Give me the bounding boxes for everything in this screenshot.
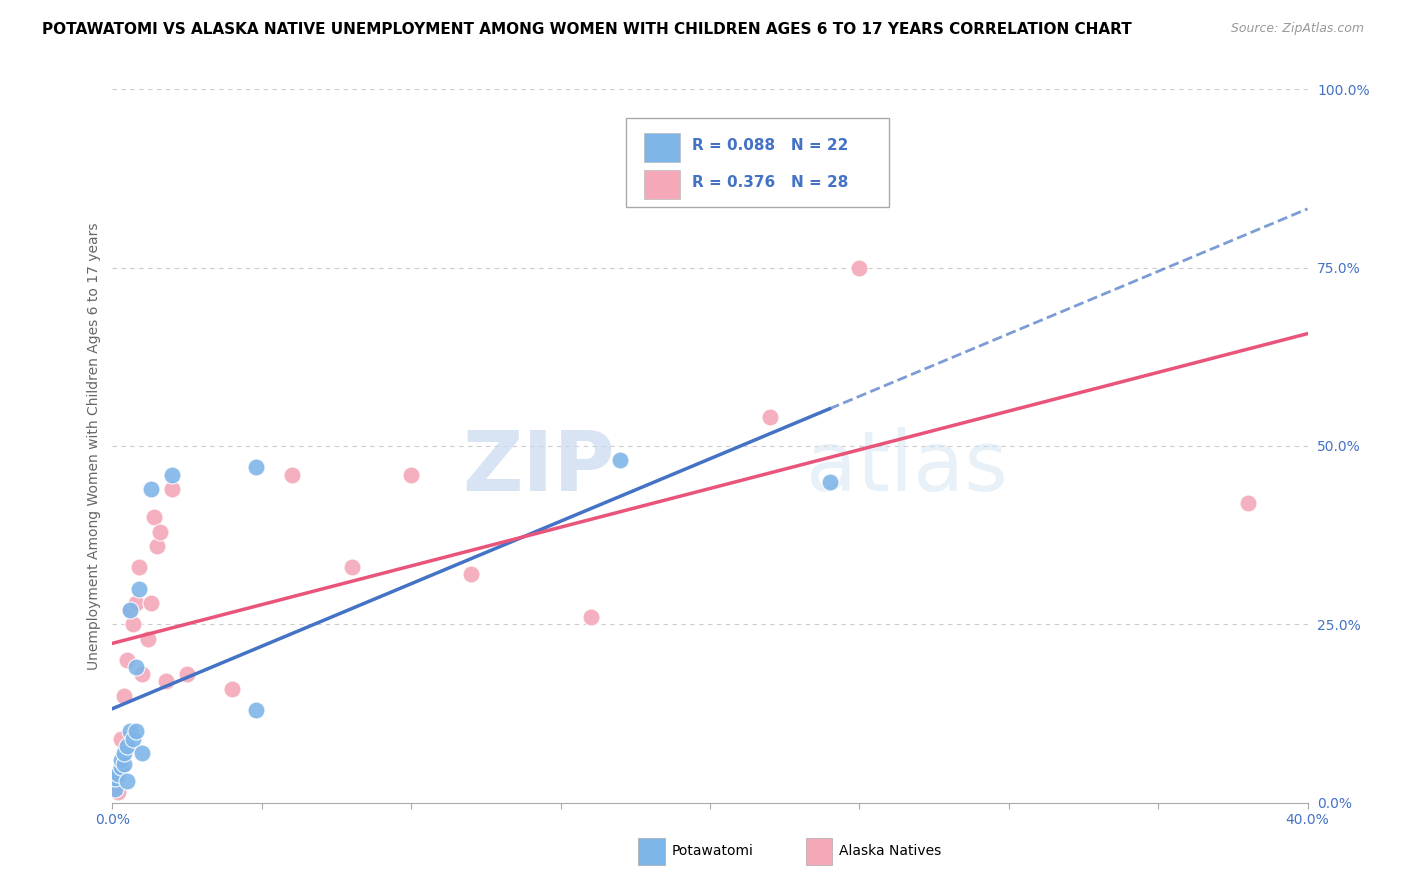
Point (162, 482, 183, 496)
Point (1237, 496, 1260, 510)
Text: Alaska Natives: Alaska Natives (839, 845, 942, 858)
Point (104, 771, 127, 785)
Point (104, 781, 127, 796)
Text: ZIP: ZIP (463, 427, 614, 508)
Point (138, 632, 160, 646)
Text: POTAWATOMI VS ALASKA NATIVE UNEMPLOYMENT AMONG WOMEN WITH CHILDREN AGES 6 TO 17 : POTAWATOMI VS ALASKA NATIVE UNEMPLOYMENT… (42, 22, 1132, 37)
Text: Source: ZipAtlas.com: Source: ZipAtlas.com (1230, 22, 1364, 36)
Point (110, 731, 132, 746)
FancyBboxPatch shape (644, 133, 681, 161)
Point (117, 774, 139, 789)
Point (162, 467, 183, 482)
Point (131, 667, 153, 681)
Point (122, 617, 145, 632)
Point (128, 560, 150, 574)
Text: Potawatomi: Potawatomi (672, 845, 754, 858)
Point (122, 731, 145, 746)
Point (149, 524, 172, 539)
Text: atlas: atlas (806, 427, 1007, 508)
Point (579, 610, 602, 624)
Point (107, 785, 129, 799)
Point (460, 567, 482, 582)
FancyBboxPatch shape (627, 118, 890, 207)
Point (110, 760, 132, 774)
Text: R = 0.376   N = 28: R = 0.376 N = 28 (692, 176, 848, 190)
Point (143, 510, 166, 524)
Point (120, 603, 142, 617)
Y-axis label: Unemployment Among Women with Children Ages 6 to 17 years: Unemployment Among Women with Children A… (87, 222, 101, 670)
Point (221, 681, 243, 696)
Point (759, 410, 782, 425)
Point (104, 767, 127, 781)
Point (114, 746, 135, 760)
FancyBboxPatch shape (644, 170, 681, 199)
Point (401, 467, 423, 482)
Point (818, 475, 841, 489)
Text: R = 0.088   N = 22: R = 0.088 N = 22 (692, 138, 848, 153)
Point (141, 482, 163, 496)
Point (141, 596, 163, 610)
FancyBboxPatch shape (638, 838, 665, 865)
FancyBboxPatch shape (806, 838, 832, 865)
Point (340, 560, 363, 574)
Point (245, 703, 267, 717)
Point (609, 453, 631, 467)
Point (125, 724, 148, 739)
Point (128, 582, 150, 596)
Point (146, 539, 169, 553)
Point (155, 674, 177, 689)
Point (245, 460, 267, 475)
Point (110, 760, 132, 774)
Point (125, 596, 148, 610)
Point (120, 603, 142, 617)
Point (848, 260, 870, 275)
Point (110, 753, 132, 767)
Point (114, 756, 135, 771)
Point (131, 746, 153, 760)
Point (125, 660, 148, 674)
Point (117, 739, 139, 753)
Point (281, 467, 304, 482)
Point (107, 767, 129, 781)
Point (176, 667, 198, 681)
Point (120, 724, 142, 739)
Point (114, 689, 135, 703)
Point (117, 653, 139, 667)
